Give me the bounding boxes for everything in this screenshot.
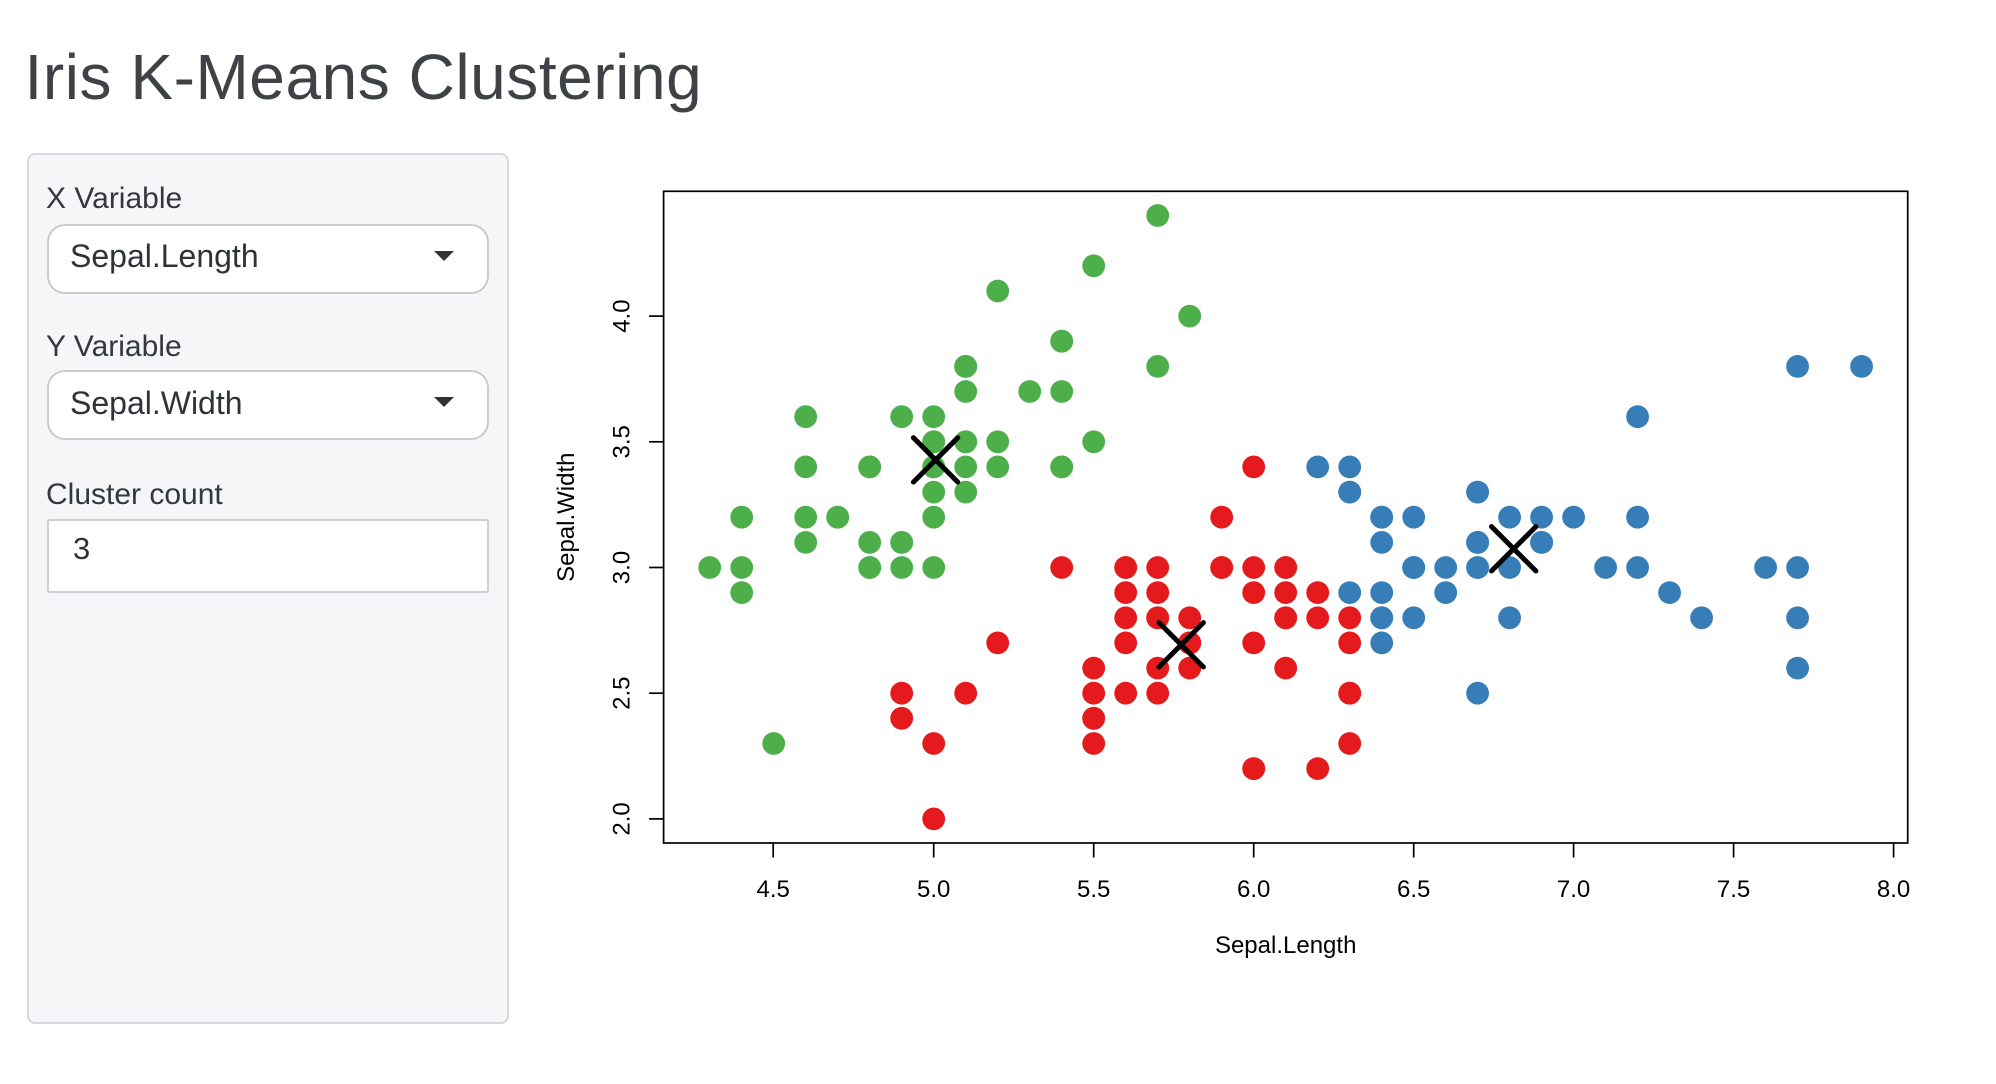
svg-text:3.0: 3.0	[609, 551, 636, 584]
svg-text:6.0: 6.0	[1237, 876, 1270, 903]
svg-text:8.0: 8.0	[1877, 876, 1910, 903]
svg-text:2.5: 2.5	[609, 677, 636, 710]
svg-text:2.0: 2.0	[609, 802, 636, 835]
svg-text:7.0: 7.0	[1557, 876, 1590, 903]
svg-text:5.5: 5.5	[1077, 876, 1110, 903]
svg-text:4.5: 4.5	[757, 876, 790, 903]
svg-text:4.0: 4.0	[609, 299, 636, 332]
svg-text:7.5: 7.5	[1717, 876, 1750, 903]
svg-text:3.5: 3.5	[609, 425, 636, 458]
svg-text:Sepal.Length: Sepal.Length	[1215, 932, 1356, 959]
svg-text:6.5: 6.5	[1397, 876, 1430, 903]
svg-text:Sepal.Width: Sepal.Width	[553, 452, 580, 581]
svg-text:5.0: 5.0	[917, 876, 950, 903]
